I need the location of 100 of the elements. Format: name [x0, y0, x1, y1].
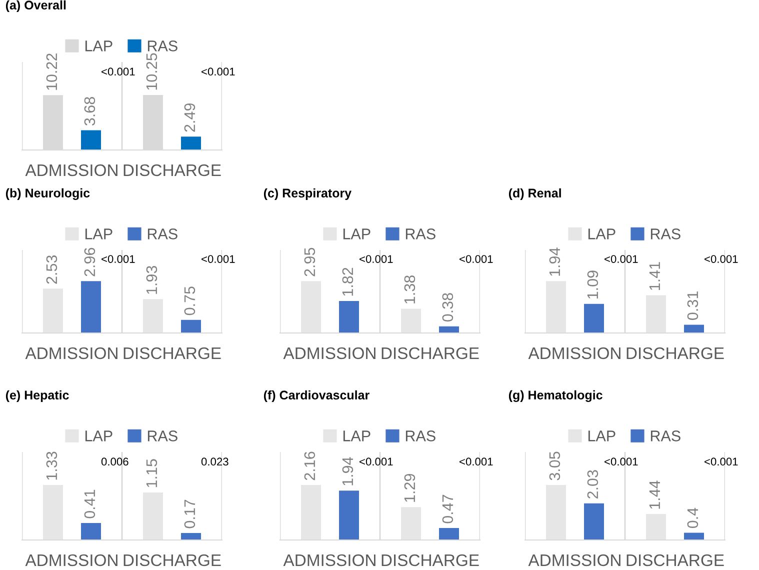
- data-label: 2.95: [304, 248, 316, 276]
- text: 0.006: [101, 458, 128, 466]
- data-label: 1.94: [342, 457, 354, 486]
- x-tick-label: ADMISSION: [528, 347, 620, 360]
- data-label: 1.93: [146, 266, 158, 294]
- bar: [439, 528, 459, 540]
- legend-label: LAP: [85, 430, 112, 442]
- x-tick-label: ADMISSION: [25, 347, 118, 360]
- text: <0.001: [102, 68, 135, 76]
- data-label: 1.15: [146, 459, 158, 488]
- data-label: 3.05: [549, 452, 560, 480]
- data-label: 10.22: [46, 54, 58, 90]
- bar: [43, 485, 63, 540]
- x-tick-label: ADMISSION: [283, 554, 376, 566]
- chart-title: (c) Respiratory: [264, 188, 352, 200]
- data-label: 2.03: [587, 470, 598, 498]
- bar: [339, 490, 359, 540]
- x-tick-label: ADMISSION: [528, 554, 620, 566]
- data-label: 10.25: [146, 53, 158, 90]
- bar: [684, 532, 704, 540]
- chart-title: (g) Hematologic: [508, 390, 602, 402]
- x-tick-label: ADMISSION: [25, 164, 118, 176]
- legend-label: RAS: [148, 228, 178, 240]
- legend-label: LAP: [588, 430, 616, 442]
- bar: [401, 507, 421, 540]
- legend-label: LAP: [85, 228, 112, 240]
- text: <0.001: [360, 458, 393, 466]
- bar: [181, 320, 201, 333]
- data-label: 2.49: [184, 103, 196, 132]
- x-tick-label: ADMISSION: [25, 554, 118, 566]
- bar: [646, 514, 666, 540]
- bar: [81, 523, 101, 540]
- bar: [401, 308, 421, 333]
- data-label: 3.68: [84, 97, 96, 126]
- x-tick-label: DISCHARGE: [626, 347, 724, 360]
- data-label: 1.41: [649, 262, 660, 290]
- bar: [684, 324, 704, 333]
- data-label: 1.82: [342, 268, 354, 296]
- bar: [439, 326, 459, 333]
- legend-label: LAP: [85, 40, 112, 52]
- data-label: 1.38: [404, 275, 416, 304]
- text: <0.001: [604, 255, 638, 263]
- legend-label: LAP: [588, 228, 616, 240]
- bar: [584, 503, 604, 540]
- x-tick-label: DISCHARGE: [124, 164, 221, 176]
- legend-label: LAP: [343, 430, 370, 442]
- data-label: 1.29: [404, 474, 416, 502]
- text: <0.001: [704, 458, 738, 466]
- legend-label: RAS: [406, 228, 436, 240]
- data-label: 1.94: [549, 248, 560, 276]
- data-label: 0.47: [442, 494, 454, 524]
- bar: [81, 281, 101, 333]
- bar: [339, 300, 359, 333]
- text: 0.023: [201, 458, 228, 466]
- data-label: 2.53: [46, 255, 58, 284]
- text: <0.001: [360, 255, 393, 263]
- bar: [546, 281, 566, 333]
- data-label: 2.96: [84, 248, 96, 276]
- bar: [43, 288, 63, 333]
- text: <0.001: [202, 255, 235, 263]
- text: <0.001: [202, 68, 235, 76]
- x-tick-label: DISCHARGE: [382, 554, 479, 566]
- text: <0.001: [604, 458, 638, 466]
- legend-label: RAS: [148, 430, 178, 442]
- x-tick-label: DISCHARGE: [124, 347, 221, 360]
- chart-title: (e) Hepatic: [6, 390, 69, 402]
- bar: [584, 304, 604, 333]
- bar: [81, 130, 101, 150]
- data-label: 0.75: [184, 286, 196, 316]
- data-label: 0.31: [687, 292, 698, 320]
- legend-label: RAS: [650, 228, 680, 240]
- data-label: 0.4: [687, 508, 698, 528]
- chart-title: (d) Renal: [508, 188, 561, 200]
- text: <0.001: [102, 255, 135, 263]
- data-label: 1.33: [46, 452, 58, 480]
- bar: [181, 136, 201, 150]
- bar: [301, 485, 321, 540]
- data-label: 0.41: [84, 490, 96, 518]
- data-label: 0.17: [184, 500, 196, 528]
- x-tick-label: DISCHARGE: [382, 347, 479, 360]
- x-tick-label: DISCHARGE: [626, 554, 724, 566]
- data-label: 1.09: [587, 270, 598, 299]
- legend-label: LAP: [343, 228, 370, 240]
- legend-label: RAS: [650, 430, 680, 442]
- chart-title: (b) Neurologic: [6, 188, 90, 200]
- data-label: 0.38: [442, 293, 454, 322]
- bar: [546, 485, 566, 540]
- x-tick-label: ADMISSION: [283, 347, 376, 360]
- bar: [143, 299, 163, 333]
- chart-title: (a) Overall: [6, 0, 66, 12]
- text: <0.001: [704, 255, 738, 263]
- bar: [301, 281, 321, 333]
- legend-label: RAS: [148, 40, 178, 52]
- legend-label: RAS: [406, 430, 436, 442]
- bar: [646, 295, 666, 333]
- text: <0.001: [460, 255, 493, 263]
- text: <0.001: [460, 458, 493, 466]
- bar: [143, 492, 163, 540]
- data-label: 2.16: [304, 452, 316, 480]
- bar: [181, 532, 201, 540]
